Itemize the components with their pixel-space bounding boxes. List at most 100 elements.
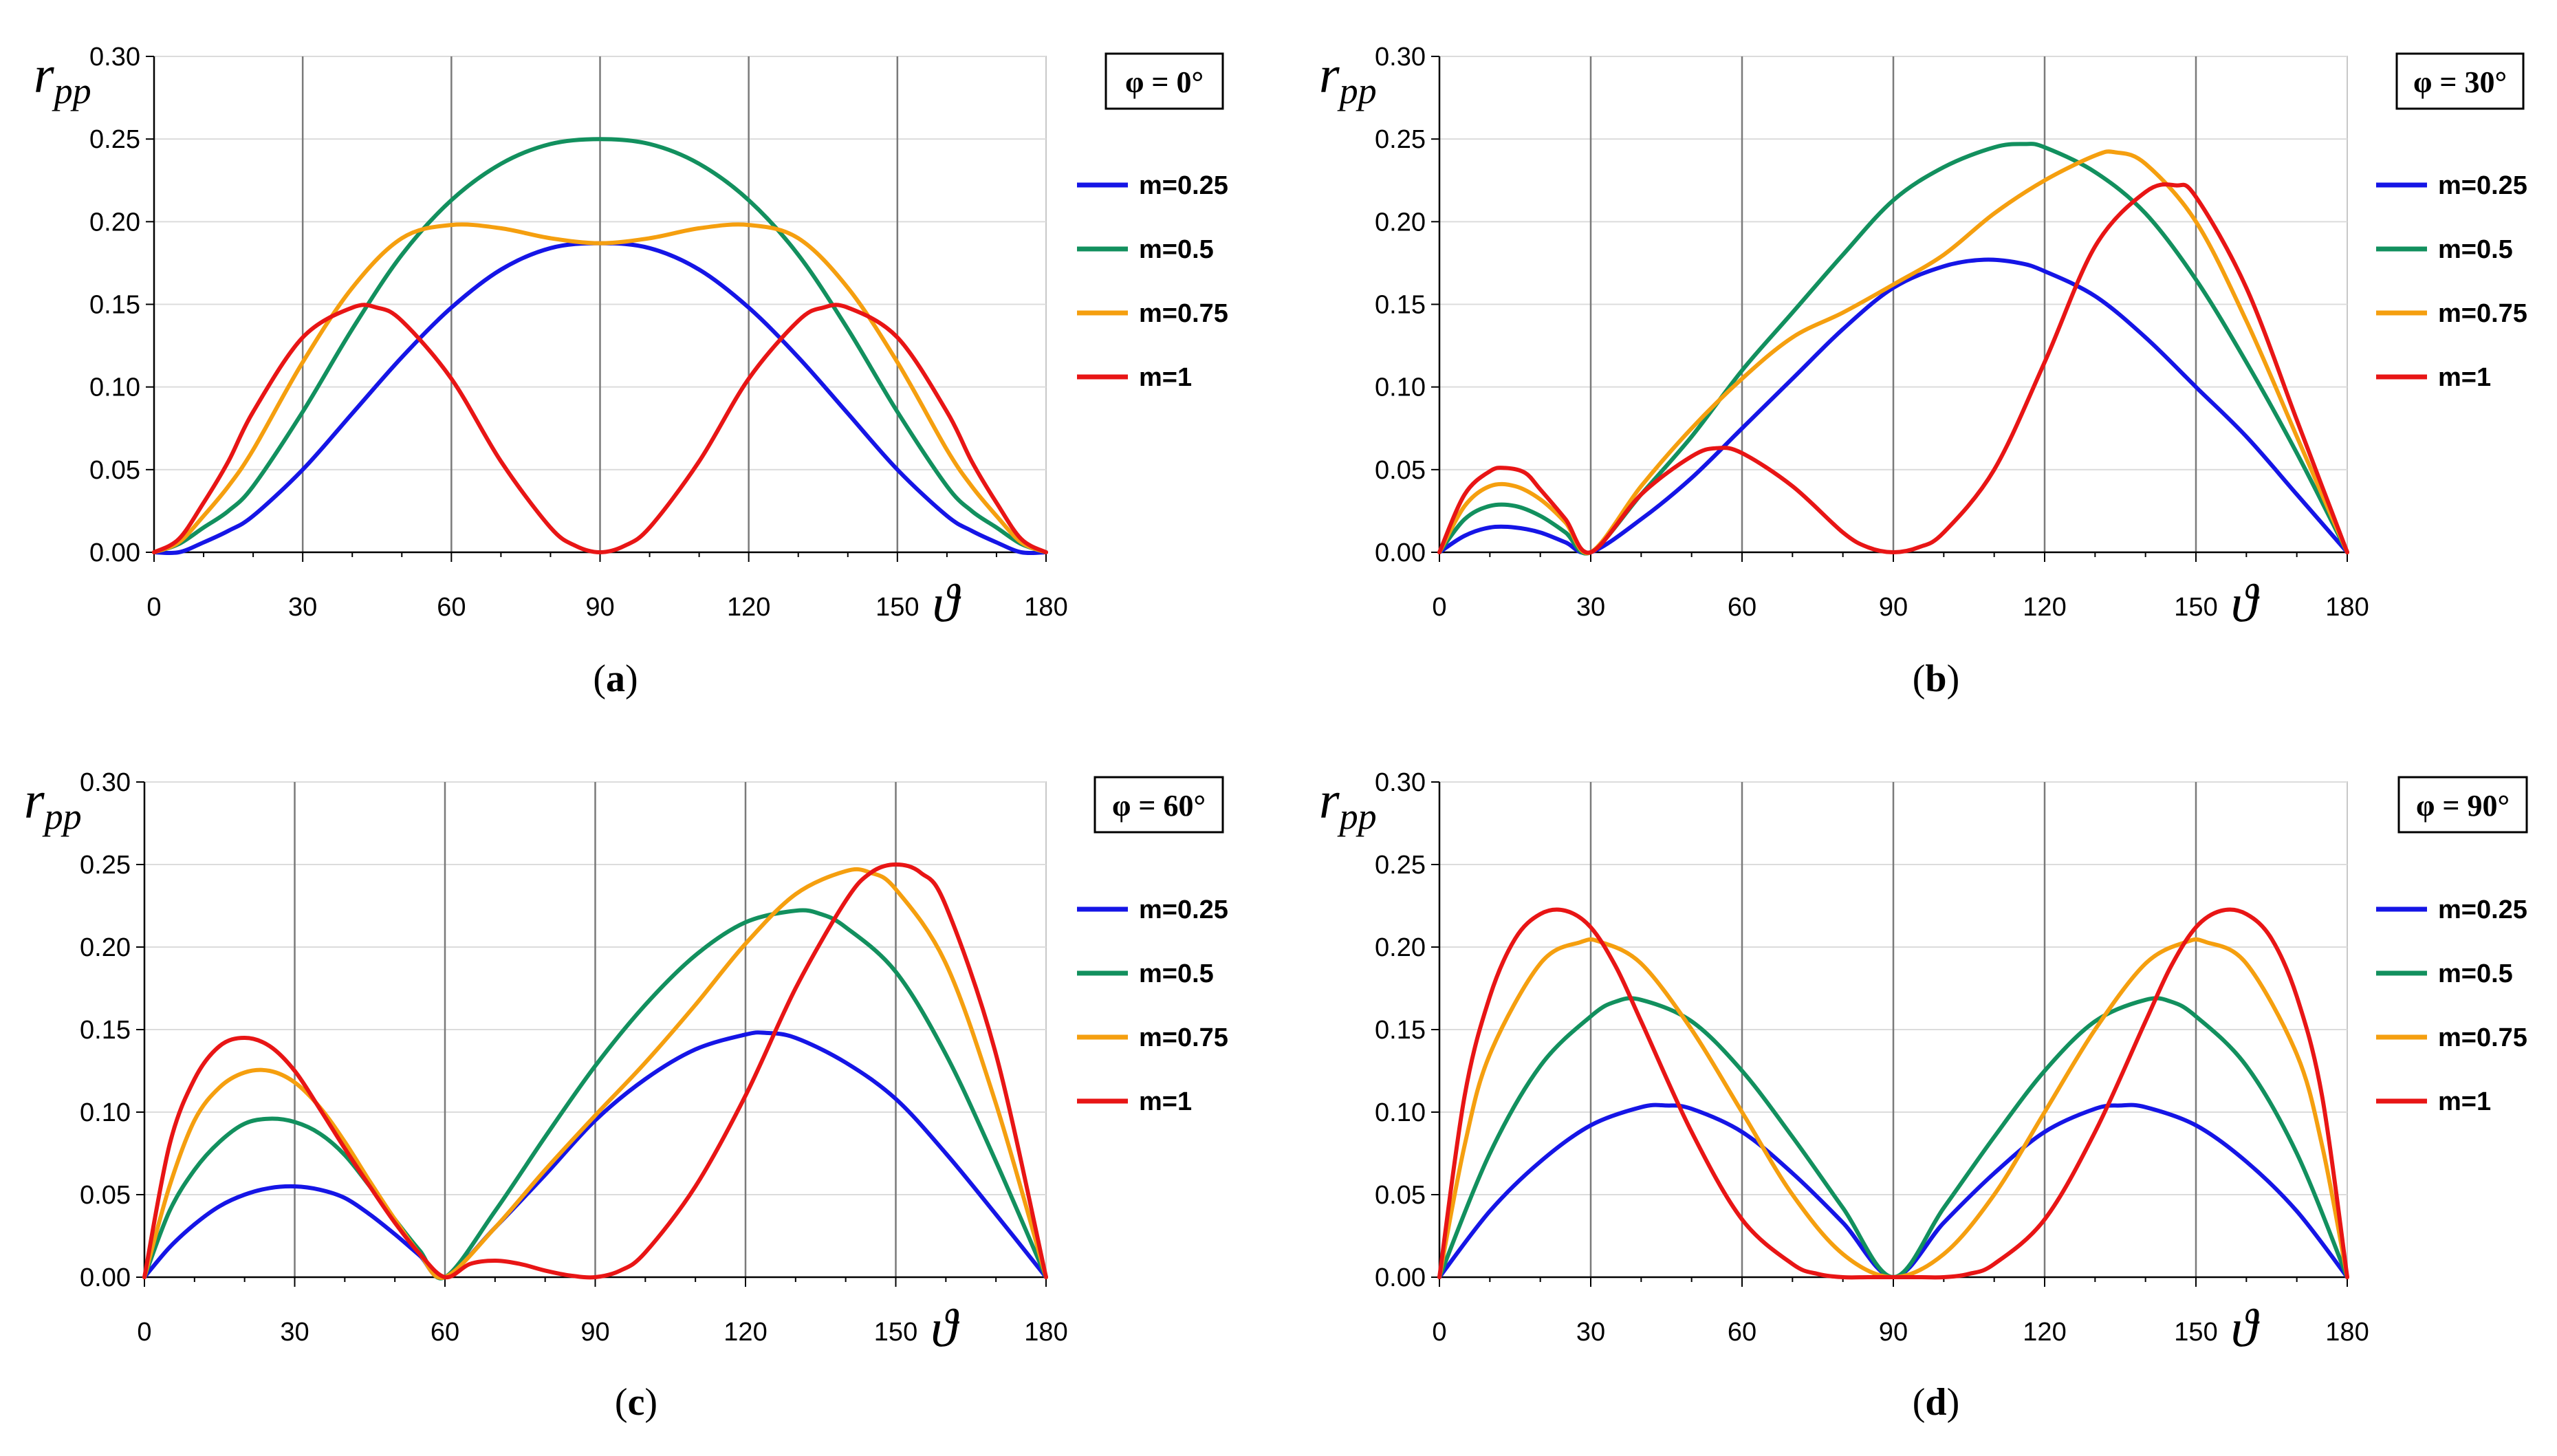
phi-label: φ = 60°	[1112, 789, 1206, 823]
y-tick-label: 0.25	[1375, 851, 1426, 880]
caption-paren: )	[625, 658, 638, 700]
y-tick-label: 0.20	[89, 208, 140, 237]
phi-box	[1093, 776, 1224, 834]
y-axis-label: rpp	[24, 772, 82, 837]
y-axis-label-main: r	[1319, 772, 1340, 829]
series-line-m-0-75	[152, 222, 1048, 554]
legend-label: m=0.5	[1139, 959, 1214, 988]
caption-paren: )	[1947, 658, 1960, 700]
y-tick-label: 0.00	[1375, 539, 1426, 567]
y-tick-label: 0.10	[1375, 373, 1426, 402]
y-axis-label-main: r	[1319, 46, 1340, 104]
y-axis-label: rpp	[1319, 46, 1377, 111]
y-tick-label: 0.05	[1375, 456, 1426, 485]
y-tick-label: 0.15	[80, 1016, 131, 1045]
y-tick-label: 0.05	[1375, 1181, 1426, 1210]
y-axis-label: rpp	[1319, 772, 1377, 837]
x-tick-label: 180	[1024, 1318, 1067, 1347]
panel-caption: (b)	[1913, 658, 1959, 700]
phi-label: φ = 0°	[1125, 65, 1204, 99]
legend-label: m=0.5	[2438, 959, 2513, 988]
y-tick-label: 0.05	[89, 456, 140, 485]
caption-letter: a	[606, 658, 625, 700]
caption-paren: (	[1913, 1381, 1926, 1424]
series-line-m-1	[1437, 182, 2349, 555]
x-tick-label: 60	[1728, 593, 1756, 622]
y-tick-label: 0.25	[89, 125, 140, 154]
x-axis-label: ϑ	[2231, 1298, 2260, 1358]
x-tick-label: 150	[2174, 1318, 2217, 1347]
x-tick-label: 180	[2325, 1318, 2369, 1347]
x-tick-label: 30	[280, 1318, 309, 1347]
legend-label: m=0.25	[1139, 895, 1228, 924]
x-tick-label: 0	[1432, 593, 1446, 622]
chart-panel-d: 0.00 0.05 0.10 0.15 0.20 0.25 0.30 0 30 60 90 120 15…	[1319, 768, 2528, 1424]
x-tick-label: 0	[137, 1318, 151, 1347]
legend-label: m=1	[2438, 363, 2491, 392]
legend-label: m=1	[1139, 363, 1192, 392]
legend-label: m=0.75	[1139, 1023, 1228, 1052]
x-tick-label: 120	[2023, 593, 2066, 622]
legend-label: m=0.75	[1139, 299, 1228, 328]
chart-panel-b: 0.00 0.05 0.10 0.15 0.20 0.25 0.30 0 30 60 90 120 15…	[1319, 43, 2527, 700]
x-tick-label: 180	[1024, 593, 1067, 622]
x-tick-label: 150	[875, 593, 919, 622]
phi-label: φ = 30°	[2413, 65, 2507, 99]
caption-letter: c	[628, 1381, 645, 1424]
legend-label: m=0.5	[2438, 235, 2513, 264]
x-tick-label: 60	[437, 593, 466, 622]
x-tick-label: 60	[431, 1318, 459, 1347]
chart-panel-c: 0.00 0.05 0.10 0.15 0.20 0.25 0.30 0 30 60 90 120 15…	[24, 768, 1228, 1424]
phi-label: φ = 90°	[2416, 789, 2510, 823]
series-line-m-1	[152, 303, 1048, 554]
caption-paren: (	[593, 658, 606, 700]
series-line-m-0-5	[142, 908, 1048, 1281]
caption-paren: (	[1913, 658, 1926, 700]
caption-letter: d	[1925, 1381, 1946, 1424]
legend-label: m=0.25	[2438, 895, 2527, 924]
y-axis-label-main: r	[34, 46, 54, 104]
x-tick-label: 30	[1576, 593, 1605, 622]
series-line-m-0-75	[1437, 149, 2349, 556]
x-axis-label: ϑ	[931, 1298, 959, 1358]
legend-label: m=1	[1139, 1087, 1192, 1116]
x-tick-label: 180	[2325, 593, 2369, 622]
y-tick-label: 0.10	[80, 1098, 131, 1127]
phi-box	[1105, 52, 1224, 110]
series-line-m-1	[1437, 907, 2349, 1280]
caption-paren: )	[1947, 1381, 1960, 1424]
x-tick-label: 90	[585, 593, 614, 622]
y-axis-label-main: r	[24, 772, 45, 829]
y-tick-label: 0.15	[1375, 1016, 1426, 1045]
y-axis-label: rpp	[34, 46, 91, 111]
series-line-m-1	[142, 862, 1048, 1280]
panel-caption: (d)	[1913, 1381, 1959, 1424]
y-tick-label: 0.30	[80, 768, 131, 797]
x-tick-label: 0	[146, 593, 161, 622]
y-tick-label: 0.30	[1375, 43, 1426, 72]
legend-label: m=0.75	[2438, 1023, 2527, 1052]
phi-box	[2395, 52, 2525, 110]
y-tick-label: 0.00	[89, 539, 140, 567]
x-tick-label: 90	[1879, 1318, 1908, 1347]
legend-label: m=0.5	[1139, 235, 1214, 264]
y-axis-label-sub: pp	[42, 796, 82, 837]
caption-letter: b	[1925, 658, 1946, 700]
y-tick-label: 0.10	[1375, 1098, 1426, 1127]
y-tick-label: 0.30	[1375, 768, 1426, 797]
x-tick-label: 120	[2023, 1318, 2066, 1347]
y-tick-label: 0.30	[89, 43, 140, 72]
legend-label: m=1	[2438, 1087, 2491, 1116]
x-axis-label: ϑ	[2231, 573, 2260, 633]
x-tick-label: 30	[1576, 1318, 1605, 1347]
x-tick-label: 90	[1879, 593, 1908, 622]
phi-box	[2397, 776, 2528, 834]
legend-label: m=0.25	[1139, 171, 1228, 200]
x-tick-label: 120	[723, 1318, 767, 1347]
panel-caption: (c)	[615, 1381, 657, 1424]
x-tick-label: 60	[1728, 1318, 1756, 1347]
y-axis-label-sub: pp	[52, 70, 91, 111]
panel-caption: (a)	[593, 658, 638, 700]
x-tick-label: 90	[580, 1318, 609, 1347]
